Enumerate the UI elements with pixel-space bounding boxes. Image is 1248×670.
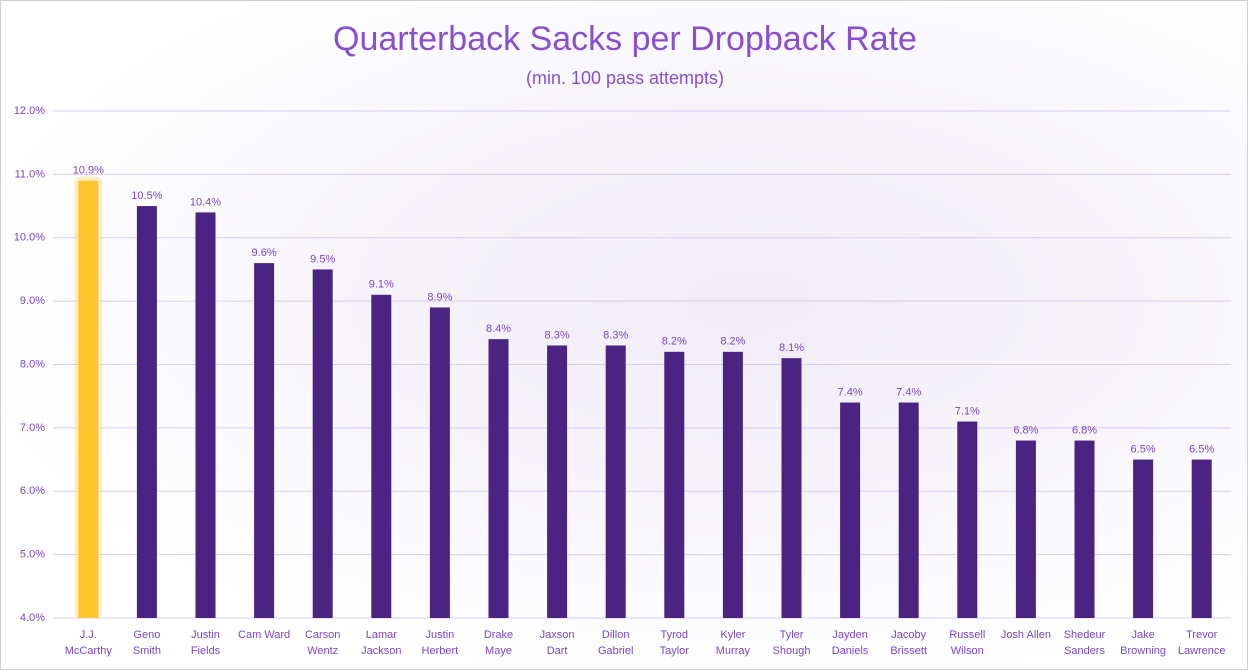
bar — [136, 206, 157, 618]
x-tick-label: J.J. McCarthy — [64, 629, 112, 657]
bar — [1191, 459, 1212, 618]
x-tick-label: Shedeur Sanders — [1063, 629, 1106, 657]
data-label: 8.2% — [662, 336, 687, 348]
bar — [429, 307, 450, 618]
bar — [195, 212, 216, 618]
data-label: 8.1% — [779, 342, 804, 354]
bar — [254, 263, 275, 618]
y-tick-label: 11.0% — [15, 168, 46, 180]
x-tick-label: Jacoby Brissett — [890, 629, 928, 657]
x-tick-label: Dillon Gabriel — [597, 629, 634, 657]
data-label: 8.9% — [427, 291, 452, 303]
x-tick-label: Jaxson Dart — [539, 629, 575, 657]
y-tick-label: 12.0% — [14, 105, 45, 117]
y-tick-label: 10.0% — [14, 232, 45, 244]
data-label: 10.9% — [73, 165, 104, 177]
bar — [898, 402, 919, 618]
x-tick-label: Jayden Daniels — [831, 629, 869, 657]
y-tick-label: 5.0% — [20, 549, 45, 561]
bar — [722, 351, 743, 618]
y-tick-label: 8.0% — [20, 358, 45, 370]
data-label: 9.6% — [252, 247, 277, 259]
bar — [1074, 440, 1095, 618]
data-label: 8.2% — [720, 336, 745, 348]
y-tick-label: 7.0% — [20, 422, 45, 434]
x-tick-label: Cam Ward — [238, 629, 291, 641]
data-label: 10.5% — [131, 190, 162, 202]
data-label: 6.8% — [1013, 424, 1038, 436]
bar — [488, 339, 509, 618]
x-tick-label: Lamar Jackson — [361, 629, 402, 657]
x-tick-label: Jake Browning — [1120, 629, 1167, 657]
y-tick-label: 9.0% — [20, 295, 45, 307]
chart-title: Quarterback Sacks per Dropback Rate — [333, 20, 917, 58]
data-label: 6.8% — [1072, 424, 1097, 436]
data-label: 8.4% — [486, 323, 511, 335]
bar — [605, 345, 626, 618]
data-label: 7.4% — [896, 386, 921, 398]
data-label: 8.3% — [545, 329, 570, 341]
x-tick-label: Drake Maye — [483, 629, 514, 657]
bar — [547, 345, 568, 618]
bar — [957, 421, 978, 618]
data-label: 10.4% — [190, 196, 221, 208]
x-tick-label: Justin Herbert — [421, 629, 459, 657]
data-label: 6.5% — [1131, 443, 1156, 455]
data-label: 9.1% — [369, 279, 394, 291]
bar — [664, 351, 685, 618]
bar — [840, 402, 861, 618]
x-tick-label: Geno Smith — [132, 629, 161, 657]
chart-subtitle: (min. 100 pass attempts) — [526, 68, 724, 88]
y-tick-label: 4.0% — [20, 612, 45, 624]
bar — [1015, 440, 1036, 618]
bar — [78, 180, 99, 618]
bar — [1133, 459, 1154, 618]
y-tick-label: 6.0% — [20, 485, 45, 497]
x-tick-label: Tyrod Taylor — [659, 629, 689, 657]
data-label: 6.5% — [1189, 443, 1214, 455]
x-tick-label: Trevor Lawrence — [1177, 629, 1226, 657]
x-tick-label: Carson Wentz — [304, 629, 341, 657]
data-label: 7.1% — [955, 405, 980, 417]
bar — [781, 358, 802, 618]
data-label: 8.3% — [603, 329, 628, 341]
x-tick-label: Josh Allen — [1000, 629, 1051, 641]
x-tick-label: Russell Wilson — [949, 629, 986, 657]
x-tick-label: Kyler Murray — [715, 629, 750, 657]
bar — [371, 294, 392, 618]
data-label: 7.4% — [838, 386, 863, 398]
x-tick-label: Tyler Shough — [772, 629, 811, 657]
data-label: 9.5% — [310, 253, 335, 265]
bar — [312, 269, 333, 618]
x-tick-label: Justin Fields — [190, 629, 221, 657]
